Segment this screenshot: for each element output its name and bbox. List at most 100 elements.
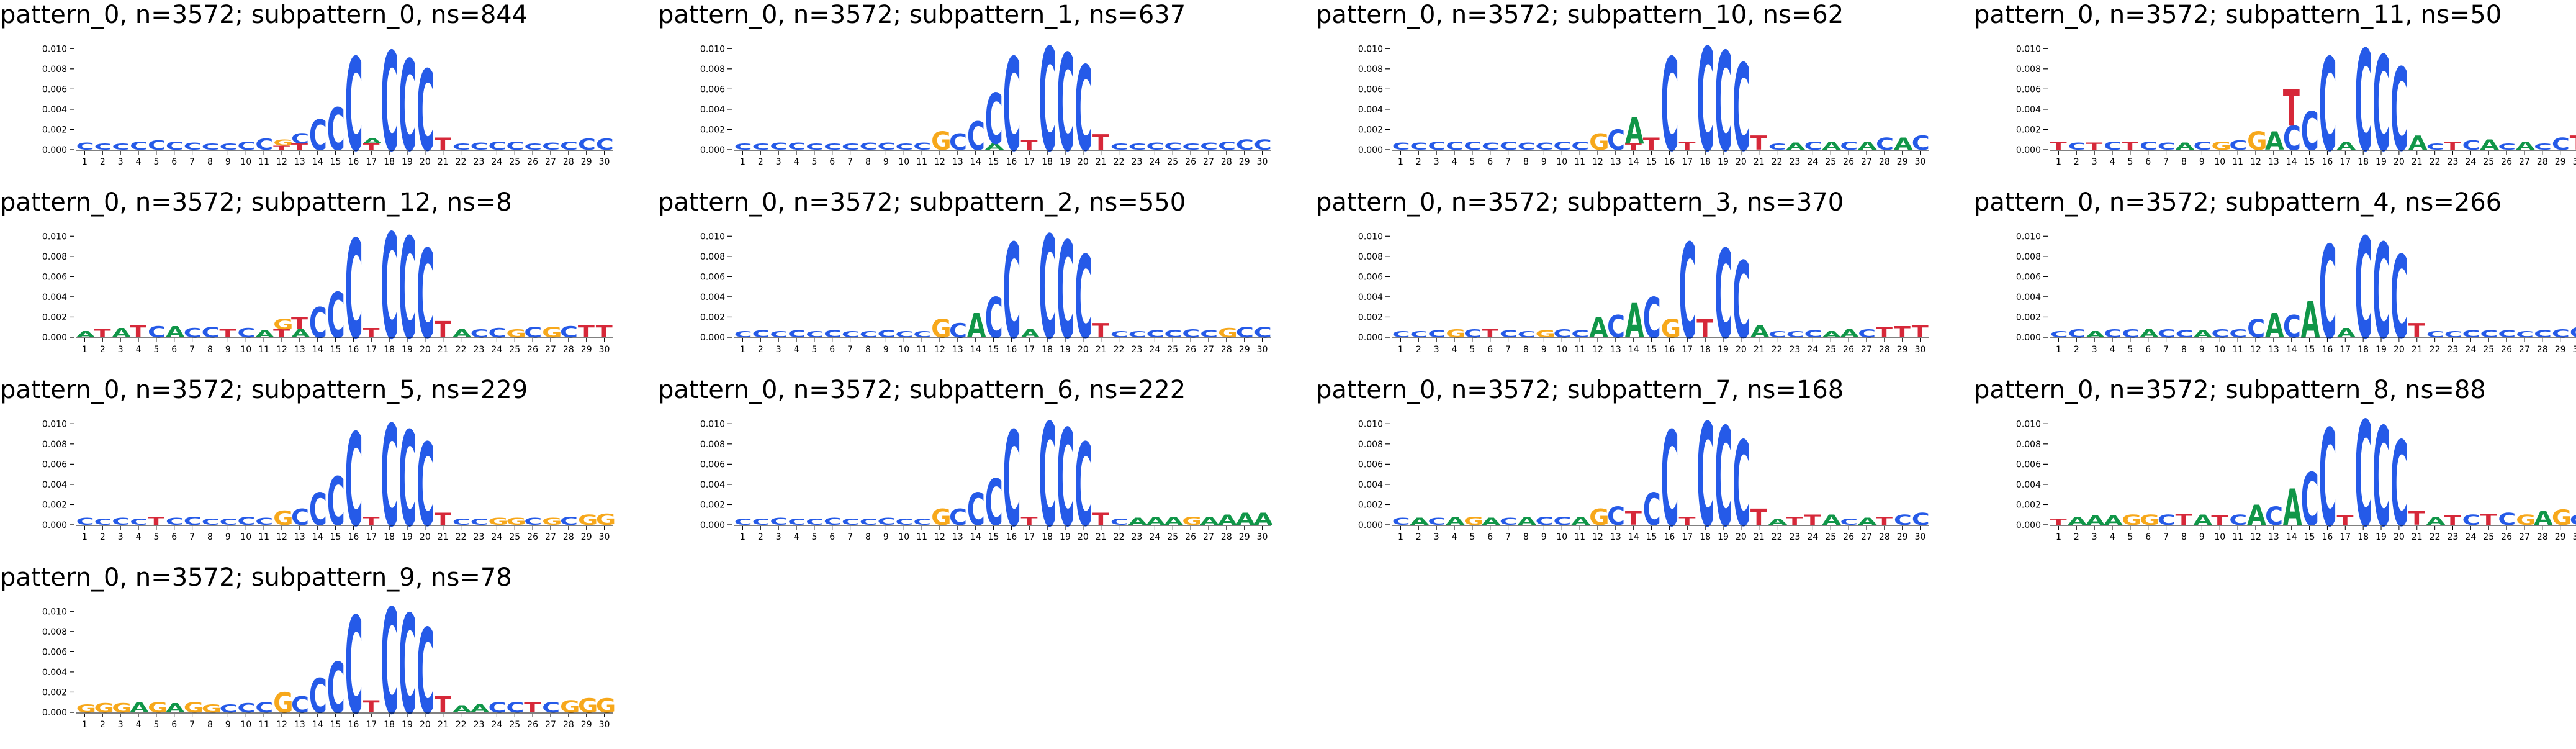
y-tick-label: 0.006 bbox=[1358, 84, 1383, 94]
panel-title: pattern_0, n=3572; subpattern_8, ns=88 bbox=[1974, 376, 2486, 404]
y-tick-label: 0.000 bbox=[700, 333, 725, 343]
x-tick-label: 28 bbox=[563, 532, 574, 542]
x-tick-label: 6 bbox=[1487, 345, 1493, 355]
x-tick-label: 1 bbox=[82, 720, 88, 730]
x-tick-label: 25 bbox=[1167, 157, 1178, 167]
x-tick-label: 22 bbox=[1114, 532, 1125, 542]
x-tick-label: 9 bbox=[1541, 157, 1547, 167]
x-tick-label: 30 bbox=[1915, 157, 1926, 167]
x-tick-label: 10 bbox=[2214, 345, 2225, 355]
logo-letter-C: C bbox=[76, 141, 94, 152]
logo-panel: pattern_0, n=3572; subpattern_10, ns=62 0… bbox=[1316, 0, 1937, 186]
logo-letter-T: T bbox=[435, 134, 451, 153]
y-tick-label: 0.006 bbox=[2016, 460, 2041, 470]
logo-letter-T: T bbox=[1678, 140, 1695, 152]
logo-letter-C: C bbox=[806, 517, 824, 527]
logo-letter-C: C bbox=[1607, 502, 1625, 531]
x-tick-label: 2 bbox=[2074, 157, 2079, 167]
logo-letter-C: C bbox=[2158, 141, 2176, 152]
x-tick-label: 8 bbox=[207, 532, 213, 542]
x-tick-label: 18 bbox=[2358, 345, 2369, 355]
y-tick-label: 0.004 bbox=[1358, 293, 1383, 302]
logo-letter-C: C bbox=[524, 324, 542, 340]
logo-letter-C: C bbox=[524, 142, 542, 152]
x-tick-label: 14 bbox=[312, 345, 323, 355]
logo-letter-C: C bbox=[842, 142, 860, 152]
logo-letter-C: C bbox=[860, 330, 878, 339]
logo-letter-C: C bbox=[112, 142, 130, 152]
logo-letter-C: C bbox=[184, 326, 202, 340]
logo-letter-C: C bbox=[417, 420, 435, 552]
logo-letter-C: C bbox=[1410, 141, 1428, 152]
logo-letter-C: C bbox=[1500, 516, 1518, 527]
logo-letter-A: A bbox=[2194, 512, 2213, 528]
x-tick-label: 19 bbox=[402, 532, 413, 542]
x-tick-label: 10 bbox=[898, 532, 909, 542]
logo-letter-C: C bbox=[291, 504, 309, 530]
x-tick-label: 26 bbox=[2501, 532, 2512, 542]
x-tick-label: 8 bbox=[1523, 345, 1529, 355]
x-tick-label: 14 bbox=[970, 157, 981, 167]
logo-letter-C: C bbox=[542, 699, 560, 715]
logo-panel: pattern_0, n=3572; subpattern_7, ns=168 0… bbox=[1316, 375, 1937, 561]
x-tick-label: 10 bbox=[898, 157, 909, 167]
logo-letter-A: A bbox=[1200, 515, 1219, 527]
x-tick-label: 27 bbox=[1203, 157, 1214, 167]
logo-letter-C: C bbox=[255, 516, 273, 527]
logo-letter-G: G bbox=[148, 699, 168, 715]
panel-title: pattern_0, n=3572; subpattern_7, ns=168 bbox=[1316, 376, 1844, 404]
x-tick-label: 15 bbox=[330, 157, 341, 167]
logo-letter-A: A bbox=[1446, 515, 1465, 527]
x-tick-label: 16 bbox=[2322, 532, 2333, 542]
x-tick-label: 2 bbox=[1416, 345, 1421, 355]
logo-letter-C: C bbox=[471, 517, 489, 527]
x-tick-label: 17 bbox=[2340, 345, 2351, 355]
x-tick-label: 10 bbox=[2214, 532, 2225, 542]
logo-letter-A: A bbox=[1840, 327, 1859, 340]
x-tick-label: 11 bbox=[258, 720, 269, 730]
x-tick-label: 14 bbox=[312, 157, 323, 167]
logo-letter-T: T bbox=[2050, 517, 2067, 527]
logo-letter-G: G bbox=[596, 695, 616, 717]
y-tick-label: 0.008 bbox=[42, 627, 67, 637]
x-tick-label: 30 bbox=[2573, 157, 2576, 167]
logo-letter-C: C bbox=[148, 138, 166, 153]
logo-letter-C: C bbox=[1003, 32, 1021, 180]
logo-letter-A: A bbox=[2104, 514, 2123, 528]
x-tick-label: 27 bbox=[2519, 157, 2530, 167]
x-tick-label: 25 bbox=[1825, 532, 1836, 542]
x-tick-label: 21 bbox=[1096, 532, 1107, 542]
x-tick-label: 25 bbox=[2483, 157, 2494, 167]
x-tick-label: 3 bbox=[2092, 345, 2097, 355]
logo-letter-C: C bbox=[2480, 329, 2498, 340]
logo-letter-C: C bbox=[489, 140, 507, 152]
x-tick-label: 22 bbox=[456, 720, 467, 730]
x-tick-label: 21 bbox=[438, 720, 449, 730]
logo-panel: pattern_0, n=3572; subpattern_1, ns=637 0… bbox=[658, 0, 1279, 186]
x-tick-label: 9 bbox=[2199, 532, 2205, 542]
logo-letter-C: C bbox=[1164, 329, 1182, 340]
logo-letter-C: C bbox=[1110, 330, 1128, 339]
x-tick-label: 29 bbox=[1897, 532, 1908, 542]
x-tick-label: 16 bbox=[1006, 345, 1017, 355]
y-tick-label: 0.004 bbox=[700, 293, 725, 302]
x-tick-label: 10 bbox=[1556, 345, 1567, 355]
x-tick-label: 12 bbox=[1592, 345, 1603, 355]
logo-letter-G: G bbox=[931, 315, 951, 343]
logo-letter-A: A bbox=[166, 323, 185, 341]
x-tick-label: 2 bbox=[2074, 532, 2079, 542]
logo-letter-T: T bbox=[2444, 514, 2462, 528]
logo-letter-C: C bbox=[2390, 232, 2408, 365]
x-tick-label: 1 bbox=[740, 532, 745, 542]
logo-letter-C: C bbox=[489, 699, 507, 715]
logo-letter-C: C bbox=[1518, 141, 1536, 152]
x-tick-label: 6 bbox=[171, 345, 177, 355]
logo-letter-G: G bbox=[506, 516, 526, 527]
x-tick-label: 23 bbox=[1790, 345, 1801, 355]
logo-letter-A: A bbox=[2194, 329, 2213, 340]
x-tick-label: 15 bbox=[330, 720, 341, 730]
x-tick-label: 30 bbox=[1257, 345, 1268, 355]
x-tick-label: 28 bbox=[2537, 345, 2548, 355]
y-tick-label: 0.008 bbox=[42, 65, 67, 75]
